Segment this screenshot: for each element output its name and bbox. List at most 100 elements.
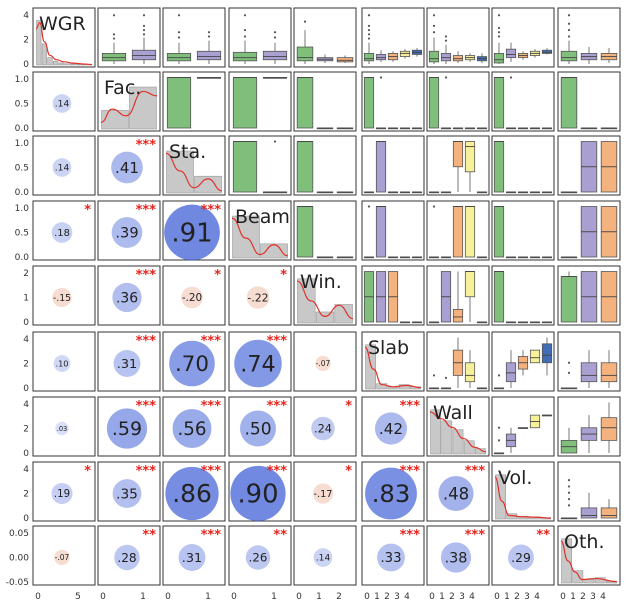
y-tick-label: 1 bbox=[23, 294, 29, 304]
boxplot-box bbox=[493, 141, 505, 193]
outlier-point bbox=[497, 426, 501, 429]
outlier-point bbox=[497, 35, 501, 38]
boxplot-box bbox=[560, 479, 578, 520]
boxplot-box bbox=[580, 47, 598, 64]
significance-stars: *** bbox=[465, 464, 486, 479]
panel-frame bbox=[32, 525, 96, 586]
boxplot-box bbox=[375, 141, 387, 193]
density-line bbox=[100, 90, 158, 123]
boxplot-box bbox=[600, 402, 618, 453]
x-tick-label: 1 bbox=[504, 592, 510, 602]
variable-label: Sta. bbox=[169, 141, 206, 163]
outlier-point bbox=[567, 371, 571, 374]
correlation-value: .19 bbox=[54, 489, 70, 500]
outlier-point bbox=[567, 504, 571, 507]
boxplot-box bbox=[316, 256, 334, 259]
outlier-point bbox=[367, 24, 371, 27]
y-tick-label: 2 bbox=[23, 269, 29, 279]
histogram-bar bbox=[334, 304, 353, 324]
correlation-bubble bbox=[374, 412, 408, 445]
density-line bbox=[296, 280, 354, 320]
x-tick-label: 3 bbox=[524, 592, 530, 602]
outlier-point bbox=[567, 35, 571, 38]
boxplot-box bbox=[196, 31, 222, 64]
significance-stars: * bbox=[345, 464, 352, 479]
significance-stars: * bbox=[214, 268, 221, 283]
boxplot-box bbox=[399, 49, 411, 59]
boxplot-box bbox=[580, 141, 598, 193]
outlier-point bbox=[177, 36, 181, 39]
boxplot-box bbox=[452, 141, 464, 192]
correlation-value: .14 bbox=[316, 554, 331, 564]
boxplot-box bbox=[476, 127, 488, 130]
significance-stars: *** bbox=[201, 399, 222, 414]
outlier-point bbox=[567, 497, 571, 501]
outlier-point bbox=[567, 485, 571, 488]
correlation-value: .39 bbox=[115, 225, 138, 242]
histogram-bar bbox=[101, 110, 129, 130]
correlation-bubble bbox=[240, 410, 276, 447]
boxplot-box bbox=[232, 14, 258, 64]
outlier-point bbox=[177, 31, 181, 34]
outlier-point bbox=[432, 24, 436, 27]
boxplot-box bbox=[517, 51, 529, 60]
x-tick-label: 2 bbox=[514, 592, 520, 602]
correlation-bubble bbox=[438, 475, 474, 512]
correlation-bubble bbox=[365, 467, 417, 520]
y-tick-label: 0.5 bbox=[15, 164, 29, 174]
outlier-point bbox=[432, 374, 436, 377]
variable-label: WGR bbox=[39, 13, 86, 35]
significance-stars: *** bbox=[136, 138, 157, 153]
outlier-point bbox=[367, 37, 371, 40]
histogram-bar bbox=[376, 383, 388, 390]
boxplot-box bbox=[541, 321, 553, 324]
box bbox=[232, 51, 258, 62]
boxplot-box bbox=[493, 206, 505, 258]
boxplot-box bbox=[166, 77, 192, 129]
significance-stars: *** bbox=[400, 399, 421, 414]
correlation-value: -.15 bbox=[53, 293, 71, 304]
x-tick-label: 0 bbox=[429, 592, 435, 602]
correlation-bubble bbox=[112, 282, 142, 313]
boxplot-box bbox=[517, 191, 529, 194]
boxplot-box bbox=[399, 191, 411, 194]
boxplot-box bbox=[464, 271, 476, 322]
density-line bbox=[560, 540, 618, 583]
significance-stars: *** bbox=[201, 334, 222, 349]
boxplot-box bbox=[440, 76, 452, 130]
panel-frame bbox=[361, 135, 425, 196]
boxplot-box bbox=[428, 321, 440, 324]
y-tick-label: 1.0 bbox=[15, 204, 30, 214]
y-tick-label: 0.05 bbox=[9, 529, 29, 539]
boxplot-box bbox=[476, 191, 488, 194]
boxplot-box bbox=[529, 49, 541, 58]
correlation-bubble bbox=[51, 482, 73, 505]
y-tick-label: 1.0 bbox=[15, 75, 30, 85]
box bbox=[196, 50, 222, 61]
panel-frame bbox=[293, 461, 357, 522]
boxplot-box bbox=[560, 427, 578, 454]
boxplot-box bbox=[399, 127, 411, 130]
boxplot-box bbox=[505, 321, 517, 324]
y-tick-label: 4 bbox=[23, 400, 29, 410]
boxplot-box bbox=[336, 55, 354, 63]
significance-stars: ** bbox=[536, 528, 550, 543]
box bbox=[296, 46, 314, 62]
significance-stars: *** bbox=[136, 464, 157, 479]
correlation-value: .24 bbox=[314, 422, 332, 435]
boxplot-box bbox=[476, 256, 488, 259]
correlation-value: .59 bbox=[112, 418, 142, 440]
correlation-value: .56 bbox=[177, 419, 206, 440]
outlier-point bbox=[142, 33, 146, 36]
x-tick-label: 0 bbox=[560, 592, 566, 602]
correlation-value: -.07 bbox=[316, 359, 331, 368]
histogram-bar bbox=[365, 344, 376, 390]
x-tick-label: 2 bbox=[449, 592, 455, 602]
panel-frame bbox=[361, 396, 425, 457]
x-tick-label: 1 bbox=[140, 592, 146, 602]
box bbox=[232, 77, 258, 129]
boxplot-box bbox=[428, 205, 440, 259]
boxplot-box bbox=[452, 206, 464, 258]
outlier-point bbox=[367, 205, 371, 208]
box bbox=[560, 77, 578, 129]
